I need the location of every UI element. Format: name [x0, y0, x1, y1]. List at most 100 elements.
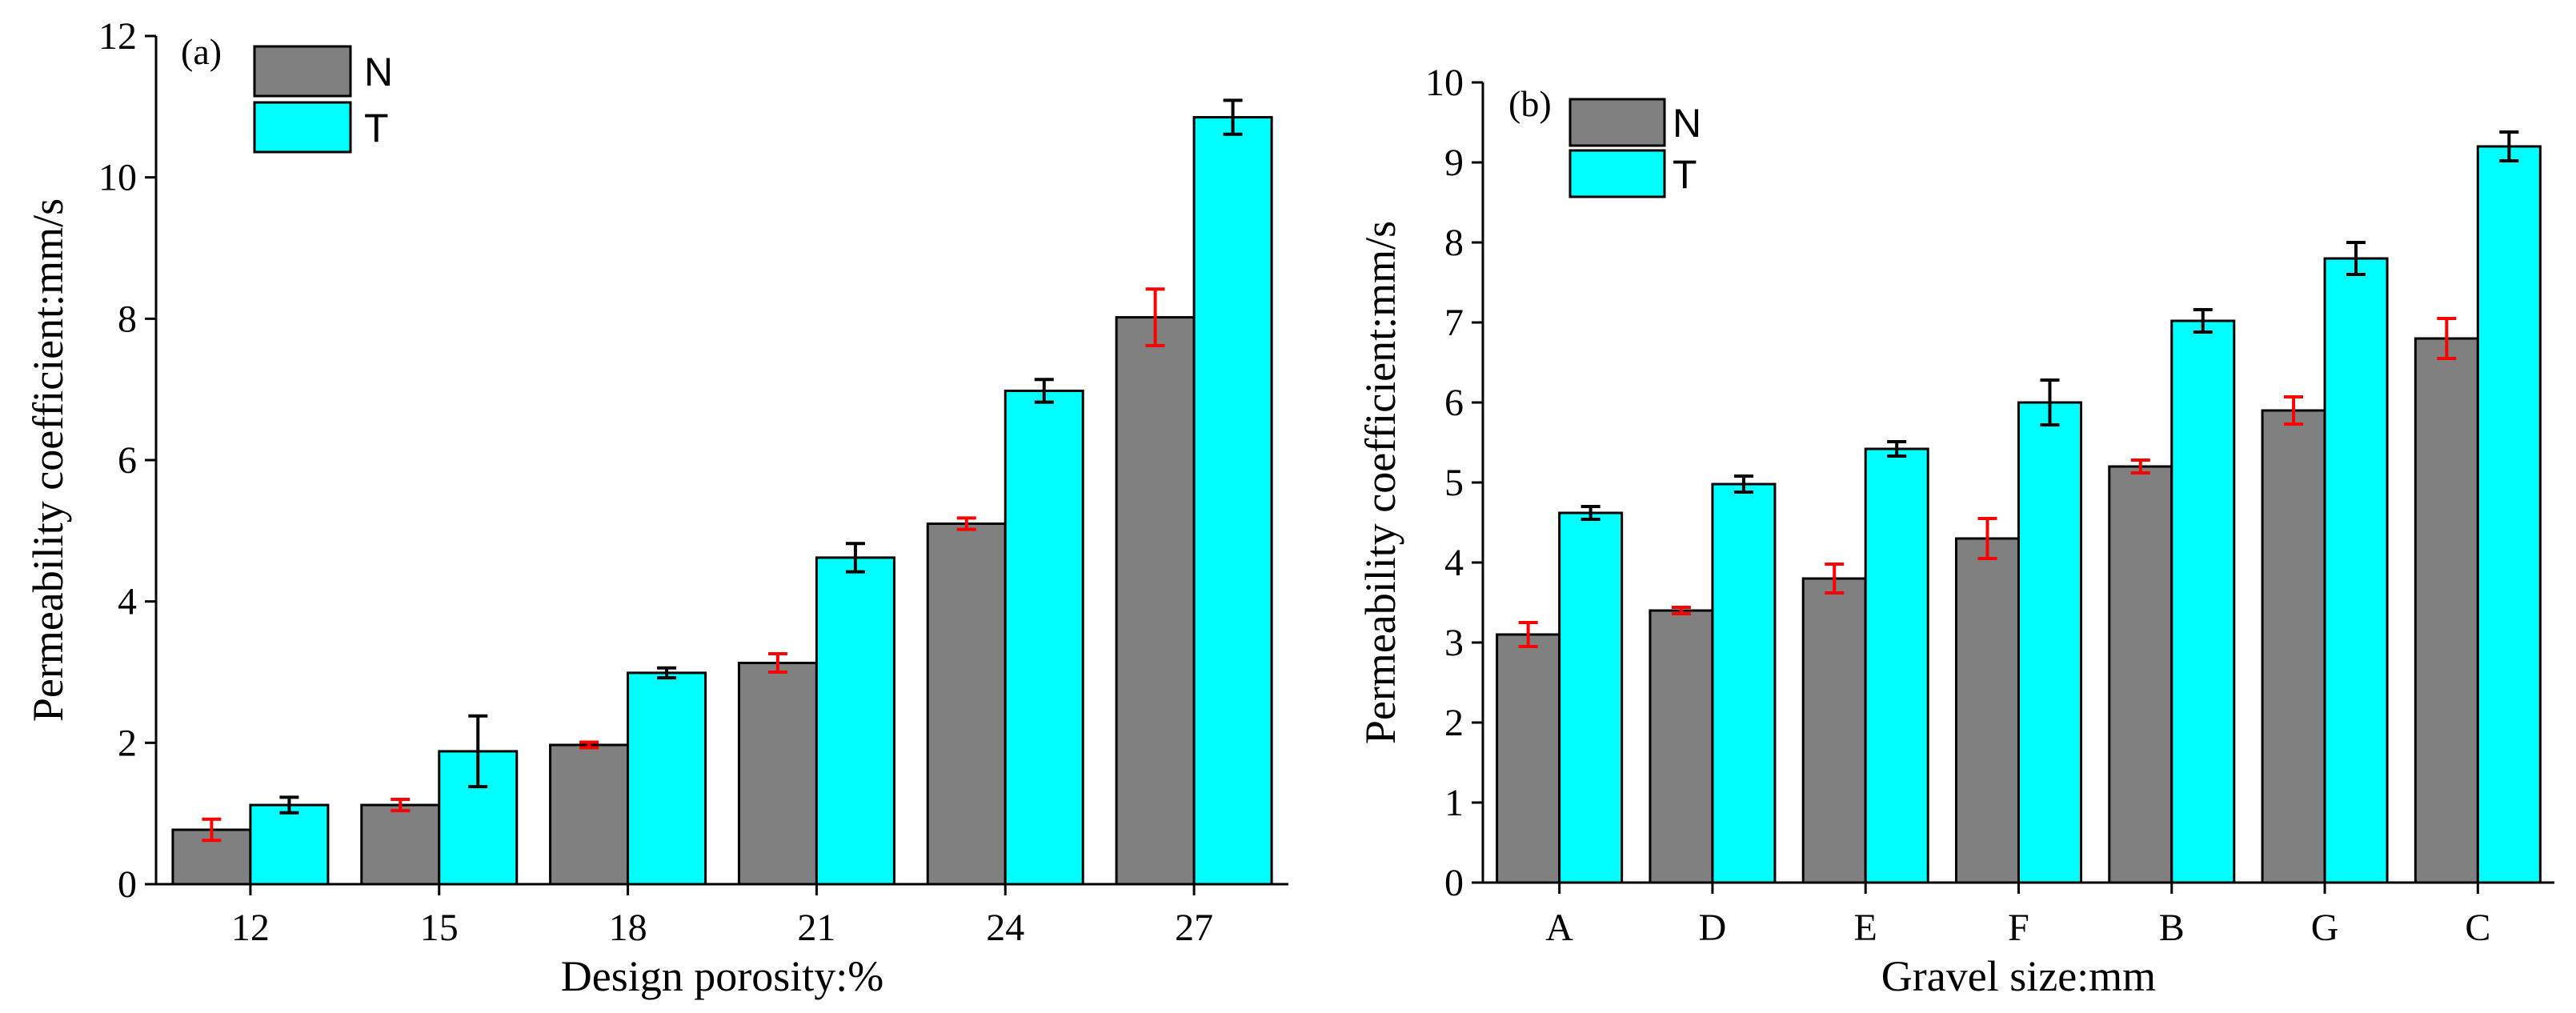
- legend-label-T: T: [1673, 152, 1697, 197]
- bar-T-27: [1192, 116, 1273, 886]
- x-axis-title: Gravel size:mm: [1881, 952, 2156, 1000]
- error-bar-T-A: [1580, 505, 1600, 521]
- panel-b-bar-chart: 0 1 2 3 4 5 6 7 8 9 10 A D E F B G C Gravel size:mm Permeab…: [1356, 62, 2554, 1000]
- error-bar-T-12: [279, 795, 299, 815]
- error-bar-N-C: [2437, 317, 2457, 360]
- error-bar-N-12: [202, 817, 222, 843]
- x-tick-label: G: [2311, 907, 2339, 949]
- x-tick-label: D: [1699, 907, 1727, 949]
- y-tick-label: 2: [118, 722, 137, 764]
- bar-N-G: [2261, 409, 2326, 884]
- bar-T-D: [1711, 482, 1777, 884]
- error-bar-T-C: [2499, 130, 2519, 162]
- y-tick-label: 5: [1444, 462, 1464, 504]
- bar-T-C: [2476, 145, 2542, 884]
- y-tick-label: 6: [118, 439, 137, 482]
- bar-N-B: [2108, 465, 2173, 884]
- y-axis-title: Permeability coefficient:mm/s: [24, 198, 72, 722]
- x-tick-label: F: [2008, 907, 2029, 949]
- x-tick-label: C: [2465, 907, 2490, 949]
- error-bar-N-A: [1518, 621, 1538, 648]
- error-bar-N-F: [1977, 517, 1997, 560]
- x-tick-label: E: [1854, 907, 1877, 949]
- x-tick-label: A: [1545, 907, 1573, 949]
- x-tick-label: 15: [420, 907, 459, 949]
- legend-label-T: T: [364, 106, 389, 150]
- legend-label-N: N: [1673, 101, 1701, 146]
- error-bar-T-B: [2193, 308, 2213, 334]
- bar-T-24: [1004, 389, 1084, 886]
- error-bar-T-15: [468, 714, 488, 789]
- bar-N-D: [1649, 609, 1714, 884]
- bar-T-A: [1558, 511, 1624, 884]
- bar-T-21: [815, 556, 895, 886]
- y-tick-label: 4: [118, 581, 137, 623]
- bar-N-15: [360, 803, 441, 886]
- legend-swatch-N: [1568, 98, 1666, 147]
- bar-N-C: [2414, 337, 2479, 884]
- bar-N-F: [1955, 537, 2020, 884]
- y-tick-label: 0: [118, 863, 137, 906]
- error-bar-T-27: [1223, 98, 1243, 136]
- error-bar-N-E: [1825, 563, 1845, 595]
- error-bar-T-E: [1887, 440, 1907, 458]
- bar-T-E: [1864, 447, 1929, 884]
- y-tick-label: 10: [1425, 62, 1464, 104]
- legend-swatch-T: [253, 101, 352, 154]
- error-bar-T-G: [2346, 241, 2366, 276]
- bar-N-24: [926, 523, 1007, 886]
- error-bar-N-27: [1145, 287, 1165, 347]
- x-tick-label: 18: [609, 907, 647, 949]
- panel-label: (a): [181, 31, 222, 72]
- y-tick-label: 3: [1444, 622, 1464, 664]
- y-tick-label: 8: [118, 298, 137, 340]
- y-tick-label: 10: [98, 157, 137, 199]
- y-tick-label: 2: [1444, 702, 1464, 744]
- legend-swatch-N: [253, 45, 352, 98]
- bar-T-18: [627, 671, 707, 886]
- error-bar-T-F: [2040, 378, 2060, 426]
- y-tick-label: 4: [1444, 542, 1464, 584]
- error-bar-T-D: [1733, 474, 1753, 494]
- y-tick-label: 1: [1444, 782, 1464, 824]
- y-tick-label: 12: [98, 15, 137, 58]
- legend: NT: [1568, 98, 1701, 198]
- legend-label-N: N: [364, 50, 393, 94]
- error-bar-N-G: [2284, 395, 2304, 426]
- error-bar-N-B: [2130, 458, 2150, 474]
- y-tick-label: 9: [1444, 142, 1464, 184]
- error-bar-N-15: [391, 798, 411, 813]
- panel-label: (b): [1508, 83, 1552, 124]
- error-bar-T-24: [1034, 378, 1054, 404]
- error-bar-N-21: [767, 652, 787, 674]
- y-tick-label: 7: [1444, 302, 1464, 344]
- legend-swatch-T: [1568, 149, 1666, 198]
- x-tick-label: 12: [231, 907, 270, 949]
- y-tick-label: 6: [1444, 382, 1464, 424]
- x-tick-label: 21: [797, 907, 835, 949]
- y-axis-title: Permeability coefficient:mm/s: [1356, 221, 1404, 744]
- error-bar-T-18: [657, 666, 677, 680]
- error-bar-N-D: [1671, 606, 1691, 615]
- bar-N-A: [1496, 633, 1561, 884]
- x-tick-label: 27: [1175, 907, 1213, 949]
- error-bar-N-24: [956, 516, 976, 531]
- bar-N-27: [1115, 316, 1196, 886]
- bar-N-18: [549, 743, 630, 886]
- bar-N-21: [737, 662, 818, 886]
- error-bar-T-21: [845, 542, 865, 574]
- x-tick-label: 24: [986, 907, 1024, 949]
- legend: NT: [253, 45, 393, 154]
- bar-T-12: [249, 803, 330, 886]
- bar-N-E: [1801, 577, 1867, 884]
- error-bar-N-18: [579, 740, 599, 750]
- bar-T-B: [2170, 319, 2236, 884]
- y-tick-label: 8: [1444, 222, 1464, 264]
- x-tick-label: B: [2159, 907, 2185, 949]
- bar-T-F: [2017, 401, 2082, 884]
- bar-T-G: [2323, 257, 2389, 884]
- y-tick-label: 0: [1444, 862, 1464, 904]
- x-axis-title: Design porosity:%: [561, 952, 883, 1000]
